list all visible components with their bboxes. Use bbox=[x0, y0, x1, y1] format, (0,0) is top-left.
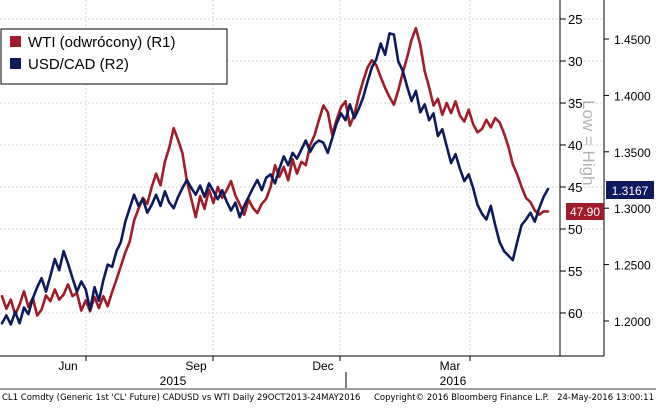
footer-timestamp: 24-May-2016 13:00:11 bbox=[557, 393, 654, 403]
legend-label-usdcad: USD/CAD (R2) bbox=[28, 56, 129, 73]
badge-usdcad-text: 1.3167 bbox=[612, 184, 649, 198]
series-line-usdcad bbox=[0, 32, 550, 326]
left-tick-label-3: 40 bbox=[568, 138, 582, 153]
left-tick-label-5: 50 bbox=[568, 222, 582, 237]
left-tick-label-2: 35 bbox=[568, 96, 582, 111]
axis-inversion-note: Low = High bbox=[579, 100, 598, 186]
footer-copyright: Copyright© 2016 Bloomberg Finance L.P. bbox=[374, 393, 549, 403]
last-value-badges: 1.3167 47.90 bbox=[566, 181, 654, 220]
x-year-label-1: 2016 bbox=[440, 374, 467, 388]
right-tick-label-5: 1.2000 bbox=[614, 315, 651, 329]
badge-wti bbox=[566, 203, 604, 220]
right-tick-label-4: 1.2500 bbox=[614, 259, 651, 273]
series-line-wti bbox=[0, 26, 550, 317]
x-year-label-0: 2015 bbox=[160, 374, 187, 388]
left-tick-label-7: 60 bbox=[568, 306, 582, 321]
left-axis-ticks: 25 30 35 40 45 50 55 60 bbox=[559, 0, 582, 356]
right-tick-label-0: 1.4500 bbox=[614, 33, 651, 47]
series-layer bbox=[0, 26, 550, 326]
right-tick-label-3: 1.3000 bbox=[614, 202, 651, 216]
legend-box bbox=[0, 28, 228, 85]
x-tick-label-0: Jun bbox=[58, 359, 77, 373]
footer-source: CL1 Comdty (Generic 1st 'CL' Future) CAD… bbox=[2, 393, 360, 403]
legend-swatch-usdcad bbox=[10, 58, 21, 69]
x-axis-ticks: Jun Sep Dec Mar 2015 2016 bbox=[58, 356, 471, 388]
x-tick-label-1: Sep bbox=[185, 359, 207, 373]
badge-usdcad bbox=[606, 181, 654, 199]
x-tick-label-3: Mar bbox=[440, 359, 461, 373]
left-tick-label-6: 55 bbox=[568, 264, 582, 279]
legend-label-wti: WTI (odwrócony) (R1) bbox=[28, 34, 176, 51]
right-axis-ticks: 1.4500 1.4000 1.3500 1.3000 1.2500 1.2000 bbox=[604, 33, 651, 329]
left-tick-label-0: 25 bbox=[568, 12, 582, 27]
left-tick-label-4: 45 bbox=[568, 180, 582, 195]
x-tick-label-2: Dec bbox=[312, 359, 333, 373]
legend: WTI (odwrócony) (R1) USD/CAD (R2) bbox=[0, 28, 228, 85]
left-tick-label-1: 30 bbox=[568, 54, 582, 69]
badge-wti-text: 47.90 bbox=[570, 205, 600, 219]
right-tick-label-1: 1.4000 bbox=[614, 89, 651, 103]
legend-swatch-wti bbox=[10, 36, 21, 47]
right-tick-label-2: 1.3500 bbox=[614, 146, 651, 160]
